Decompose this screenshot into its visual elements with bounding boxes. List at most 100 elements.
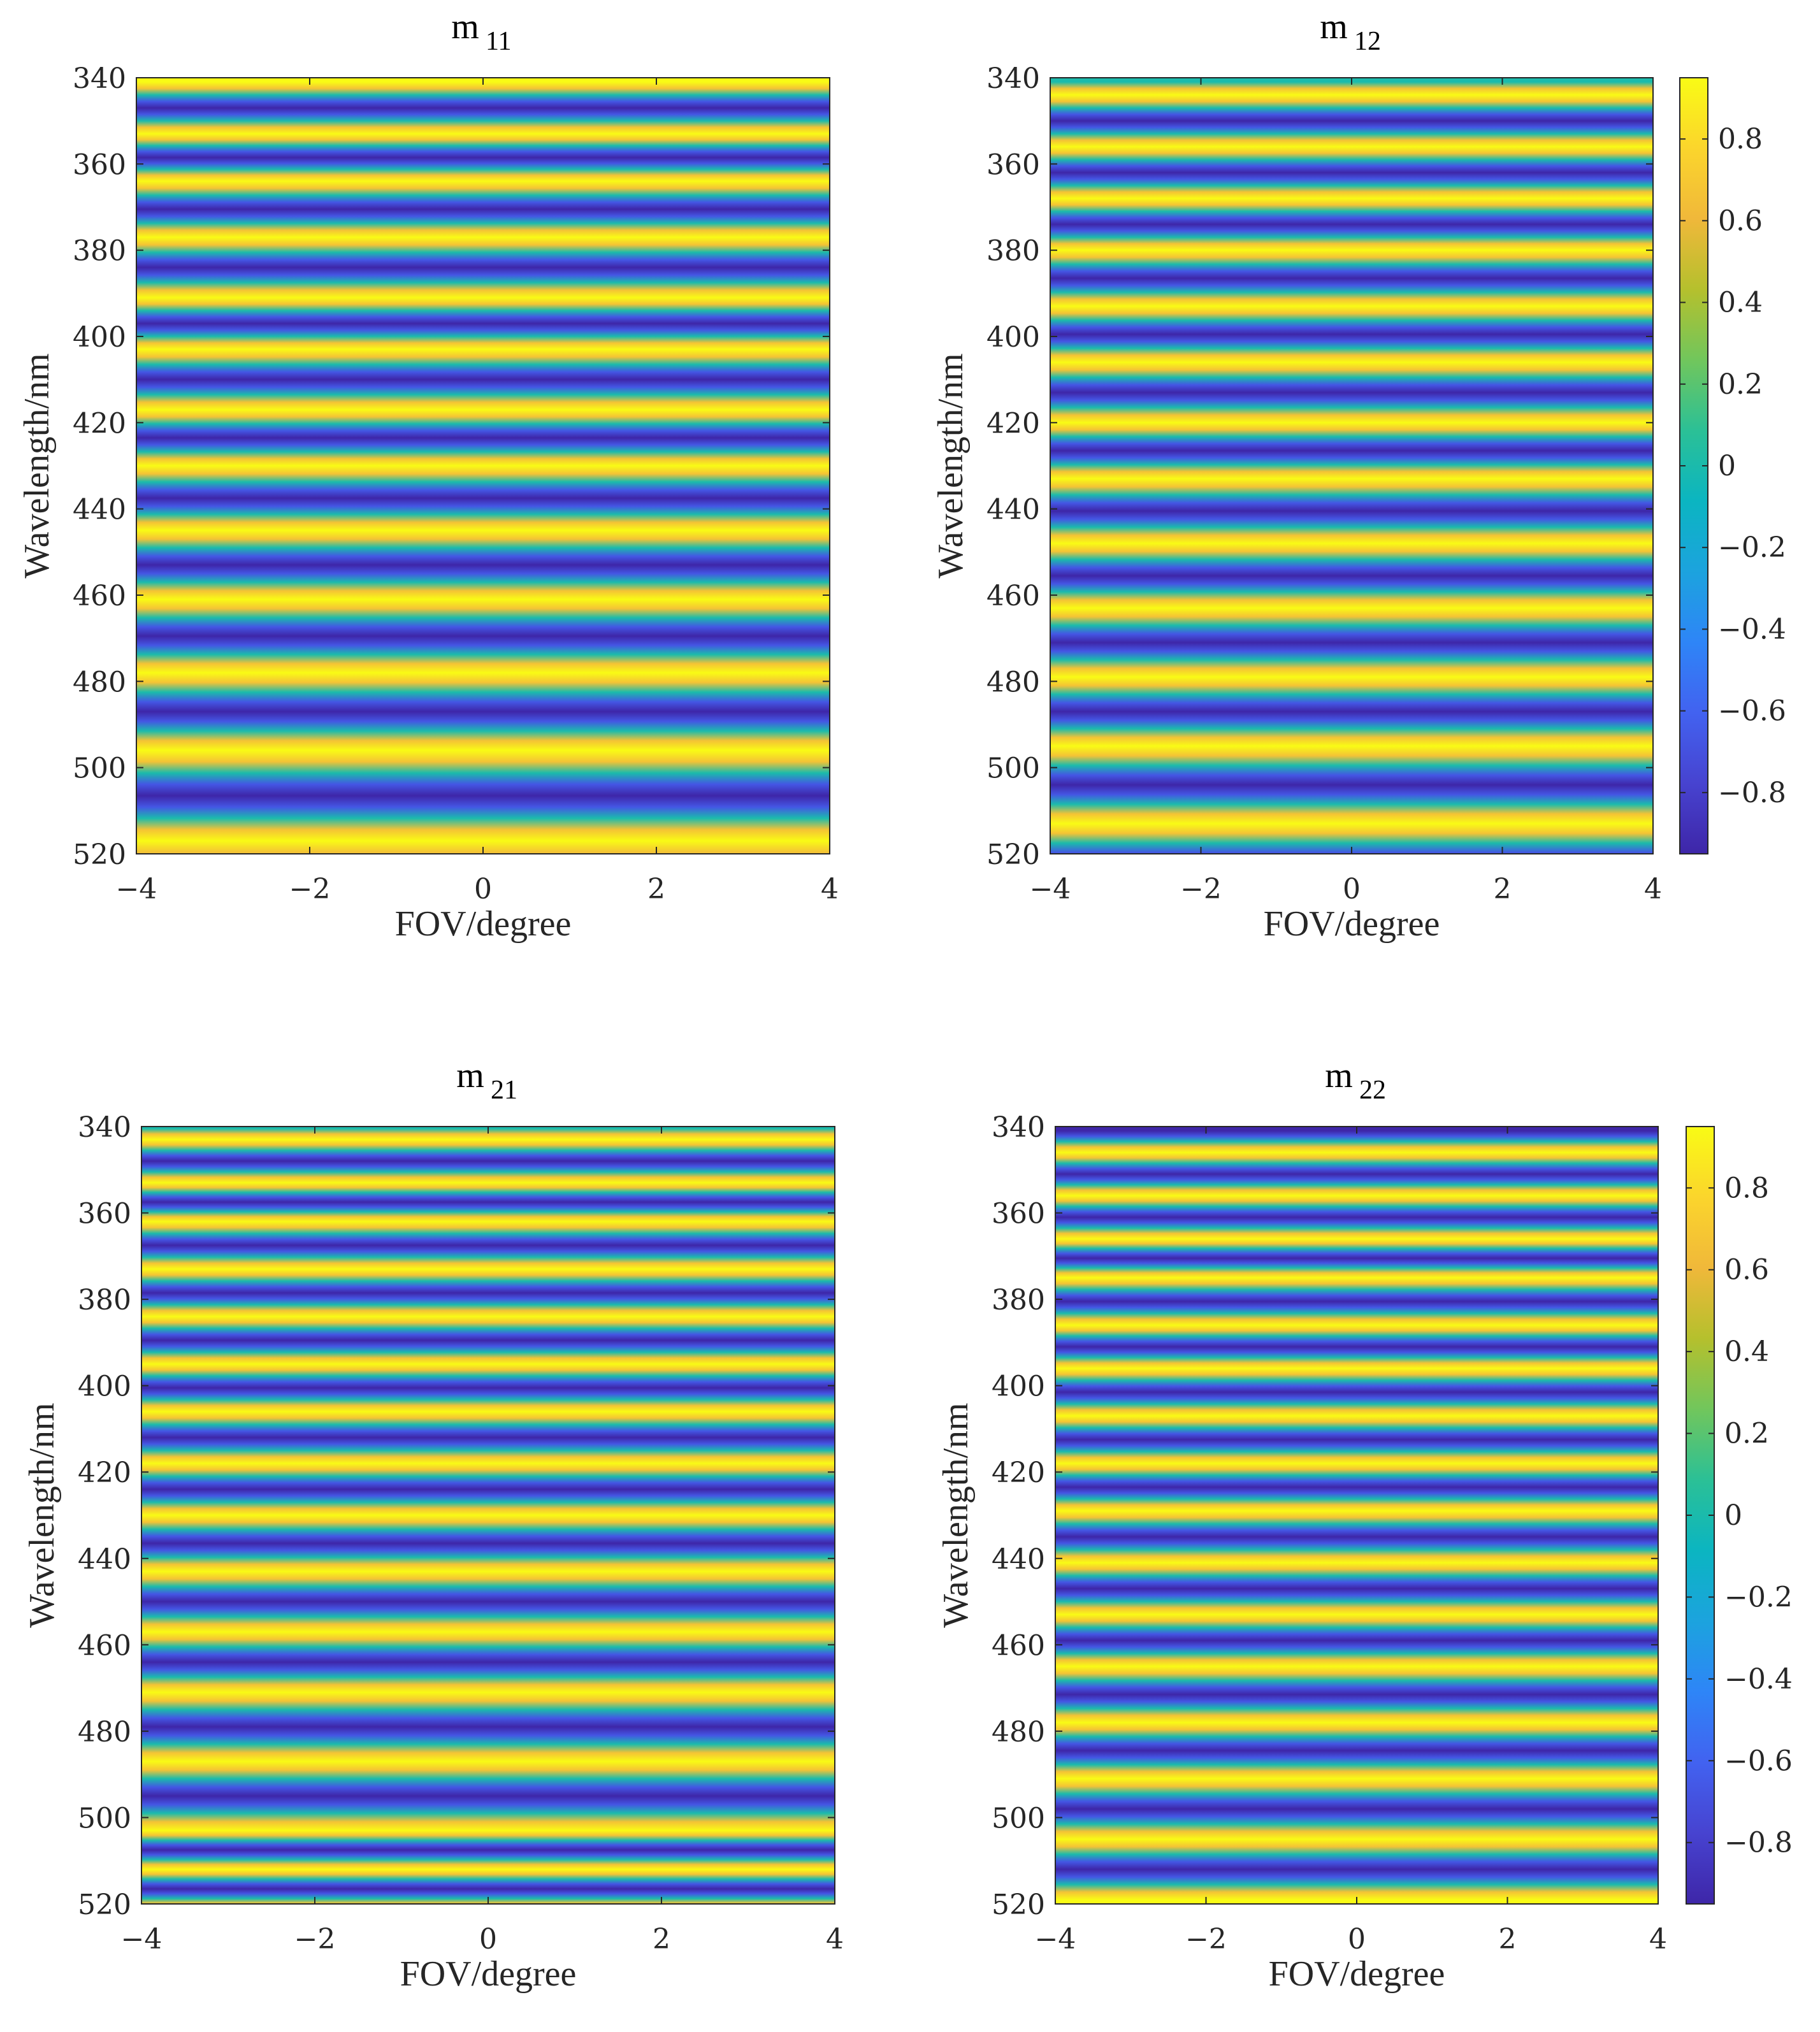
y-tick-label: 340 [992,1111,1045,1144]
colorbar-tick-label: −0.6 [1718,695,1786,728]
x-axis-label: FOV/degree [1264,904,1440,944]
colorbar-tick-label: 0.2 [1724,1418,1769,1450]
x-axis-label: FOV/degree [400,1954,577,1994]
y-tick-label: 520 [992,1889,1045,1921]
colorbar: 0.8 0.6 0.4 0.2 0 −0.2 −0.4 −0.6 −0.8 [1679,77,1786,854]
x-tick-label: 0 [1348,1923,1366,1956]
colorbar-tick-label: 0.4 [1724,1336,1769,1368]
colorbar-tick-label: −0.4 [1718,613,1786,645]
x-tick-label: −4 [116,873,157,905]
plot-title: m [456,1056,484,1095]
plot-title-subscript: 21 [491,1076,517,1105]
y-axis-label: Wavelength/nm [17,353,57,578]
x-tick-label: −2 [1180,873,1222,905]
colorbar-tick-label: 0.8 [1724,1172,1769,1204]
y-tick-label: 380 [992,1284,1045,1316]
plot-title: m [1320,7,1348,47]
y-tick-label: 400 [986,321,1040,354]
colorbar-tick-label: 0 [1724,1499,1742,1532]
y-tick-label: 340 [73,62,126,95]
y-axis-label: Wavelength/nm [936,1402,976,1627]
y-tick-label: 360 [78,1198,131,1230]
x-axis-label: FOV/degree [1269,1954,1445,1994]
y-tick-label: 460 [78,1629,131,1662]
y-tick-label: 500 [992,1802,1045,1834]
heatmap-image [136,78,830,854]
y-tick-label: 460 [992,1629,1045,1662]
heatmap-image [1055,1127,1658,1904]
y-tick-label: 420 [992,1457,1045,1489]
colorbar-tick-label: −0.8 [1724,1827,1793,1859]
heatmap-image [1050,78,1653,854]
y-tick-label: 500 [73,753,126,785]
colorbar-tick-label: 0.2 [1718,368,1763,401]
colorbar-tick-label: 0.4 [1718,287,1763,319]
x-tick-label: −4 [1030,873,1071,905]
panel-m12: 340 360 380 400 420 440 460 480 500 520−4 −2 0 2 4 FOV… [931,7,1786,944]
colorbar-tick-label: 0.6 [1724,1254,1769,1286]
y-tick-label: 440 [73,494,126,526]
colorbar-tick-label: −0.2 [1724,1581,1793,1613]
y-tick-label: 520 [73,839,126,871]
x-tick-label: −2 [294,1923,336,1956]
plot-title-subscript: 11 [486,27,511,56]
colorbar-tick-label: −0.6 [1724,1745,1793,1777]
colorbar-tick-label: 0.8 [1718,123,1763,155]
y-tick-label: 440 [78,1543,131,1576]
y-tick-label: 360 [992,1198,1045,1230]
plot-title: m [1325,1056,1353,1095]
colorbar-tick-label: 0.6 [1718,205,1763,237]
panel-m21: 340 360 380 400 420 440 460 480 500 520−4 −2 0 2 4 FOV… [22,1056,844,1994]
y-tick-label: 400 [78,1371,131,1403]
y-tick-label: 520 [986,839,1040,871]
x-tick-label: −2 [289,873,331,905]
y-tick-label: 500 [78,1802,131,1834]
y-tick-label: 420 [986,407,1040,440]
x-tick-label: 0 [479,1923,497,1956]
colorbar-tick-label: −0.4 [1724,1663,1793,1696]
y-tick-label: 480 [78,1716,131,1748]
y-tick-label: 360 [73,148,126,181]
x-tick-label: 4 [1649,1923,1667,1956]
panel-m11: 340 360 380 400 420 440 460 480 500 520−4 −2 0 2 4 FOV… [17,7,839,944]
x-tick-label: 2 [653,1923,670,1956]
x-tick-label: 0 [474,873,492,905]
plot-title-subscript: 22 [1359,1076,1386,1105]
x-axis-label: FOV/degree [395,904,572,944]
x-tick-label: 4 [1644,873,1662,905]
y-tick-label: 520 [78,1889,131,1921]
y-tick-label: 460 [986,580,1040,612]
y-tick-label: 420 [73,407,126,440]
colorbar-tick-label: −0.8 [1718,777,1786,809]
y-tick-label: 380 [78,1284,131,1316]
y-tick-label: 380 [986,235,1040,268]
y-tick-label: 480 [73,666,126,698]
x-tick-label: 4 [821,873,839,905]
colorbar-tick-label: −0.2 [1718,531,1786,564]
y-tick-label: 340 [986,62,1040,95]
y-tick-label: 480 [986,666,1040,698]
x-tick-label: −4 [121,1923,162,1956]
y-tick-label: 380 [73,235,126,268]
y-tick-label: 420 [78,1457,131,1489]
colorbar-tick-label: 0 [1718,450,1736,482]
heatmap-image [141,1127,835,1904]
y-tick-label: 500 [986,753,1040,785]
y-tick-label: 360 [986,148,1040,181]
x-tick-label: −4 [1035,1923,1076,1956]
y-tick-label: 440 [992,1543,1045,1576]
x-tick-label: 2 [1499,1923,1517,1956]
x-tick-label: −2 [1185,1923,1227,1956]
x-tick-label: 2 [1494,873,1512,905]
panel-m22: 340 360 380 400 420 440 460 480 500 520−4 −2 0 2 4 FOV… [936,1056,1793,1994]
y-tick-label: 340 [78,1111,131,1144]
y-tick-label: 400 [992,1371,1045,1403]
colorbar: 0.8 0.6 0.4 0.2 0 −0.2 −0.4 −0.6 −0.8 [1686,1126,1793,1905]
plot-title: m [451,7,479,47]
x-tick-label: 0 [1343,873,1361,905]
y-axis-label: Wavelength/nm [931,353,971,578]
x-tick-label: 2 [647,873,665,905]
x-tick-label: 4 [826,1923,844,1956]
plot-title-subscript: 12 [1354,27,1381,56]
